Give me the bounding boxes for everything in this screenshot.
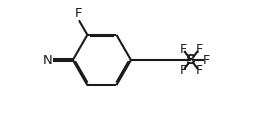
- Text: N: N: [43, 54, 53, 66]
- Text: F: F: [196, 64, 203, 77]
- Text: S: S: [186, 53, 196, 67]
- Text: F: F: [75, 7, 83, 20]
- Text: F: F: [203, 54, 210, 66]
- Text: F: F: [179, 43, 186, 56]
- Text: F: F: [196, 43, 203, 56]
- Text: F: F: [179, 64, 186, 77]
